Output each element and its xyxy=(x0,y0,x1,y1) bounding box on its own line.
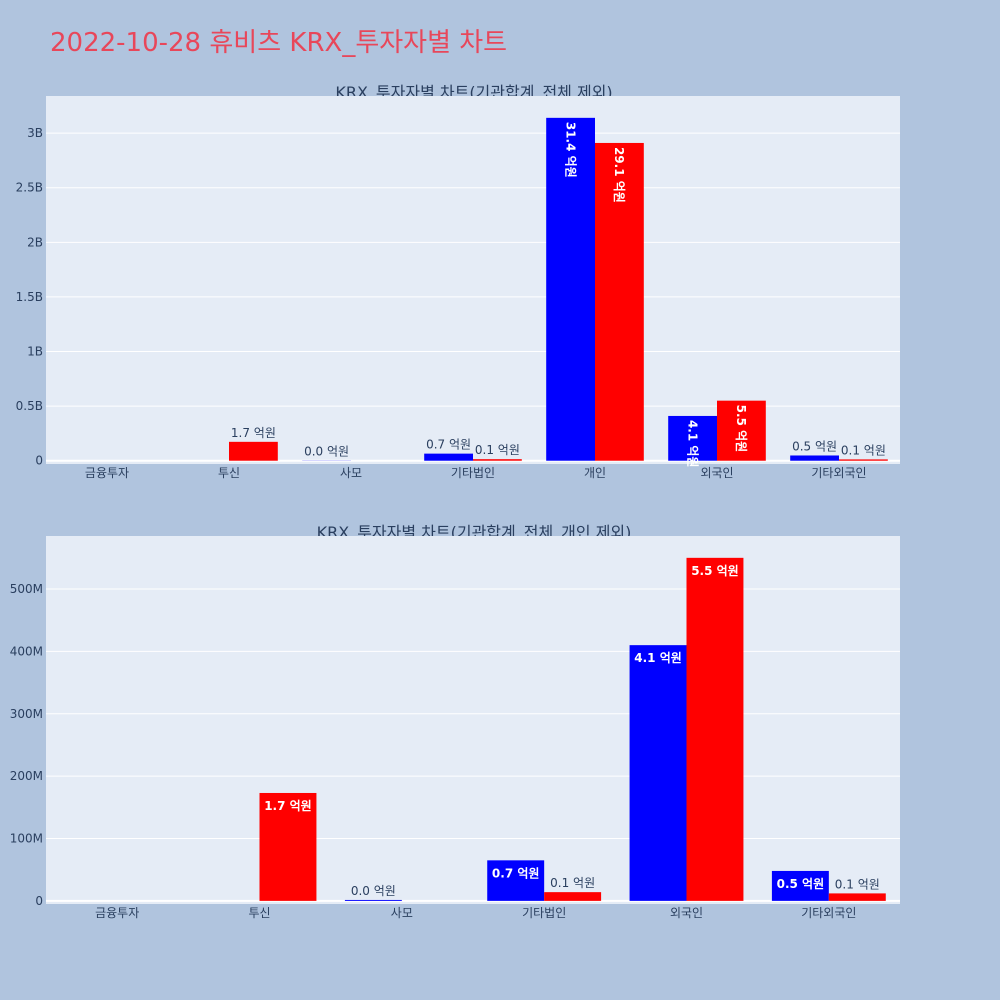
data-label: 4.1 억원 xyxy=(685,420,699,468)
data-label: 0.0 억원 xyxy=(351,884,396,898)
y-tick-label: 500M xyxy=(10,582,43,596)
x-tick-label: 외국인 xyxy=(670,906,703,920)
y-tick-label: 2B xyxy=(27,235,43,249)
bar xyxy=(259,792,317,901)
data-label: 0.5 억원 xyxy=(777,877,825,891)
bar xyxy=(229,441,278,461)
data-label: 0.0 억원 xyxy=(304,445,349,459)
page-title: 2022-10-28 휴비츠 KRX_투자자별 차트 xyxy=(50,28,508,58)
bar xyxy=(424,453,473,461)
bar xyxy=(839,459,888,461)
bar xyxy=(828,893,886,901)
bar xyxy=(629,645,687,901)
data-label: 0.1 억원 xyxy=(475,443,520,457)
data-label: 0.5 억원 xyxy=(792,439,837,453)
x-tick-label: 사모 xyxy=(391,906,413,920)
y-tick-label: 2.5B xyxy=(16,181,43,195)
plot-area xyxy=(46,96,900,464)
bar xyxy=(717,400,766,461)
bar xyxy=(595,142,644,461)
y-tick-label: 0 xyxy=(35,894,43,908)
data-label: 31.4 억원 xyxy=(563,122,577,178)
bar xyxy=(487,860,545,901)
y-tick-label: 3B xyxy=(27,126,43,140)
data-label: 0.7 억원 xyxy=(492,866,540,880)
y-tick-label: 100M xyxy=(10,832,43,846)
y-tick-label: 1B xyxy=(27,345,43,359)
data-label: 1.7 억원 xyxy=(264,799,312,813)
x-tick-label: 사모 xyxy=(340,466,362,480)
bar xyxy=(790,455,839,461)
y-tick-label: 0 xyxy=(35,454,43,468)
bar xyxy=(771,870,829,901)
bar xyxy=(344,899,402,901)
data-label: 5.5 억원 xyxy=(691,564,739,578)
x-tick-label: 외국인 xyxy=(700,466,733,480)
bar xyxy=(473,459,522,461)
x-tick-label: 투신 xyxy=(218,466,240,480)
data-label: 0.7 억원 xyxy=(426,438,471,452)
data-label: 29.1 억원 xyxy=(612,147,626,203)
y-tick-label: 400M xyxy=(10,644,43,658)
bar xyxy=(668,415,717,461)
data-label: 0.1 억원 xyxy=(835,877,880,891)
data-label: 5.5 억원 xyxy=(734,405,748,453)
plot-area xyxy=(46,536,900,904)
x-tick-label: 투신 xyxy=(248,906,270,920)
bar xyxy=(546,117,595,461)
data-label: 0.1 억원 xyxy=(841,443,886,457)
data-label: 4.1 억원 xyxy=(634,651,682,665)
bar xyxy=(544,892,602,901)
y-tick-label: 1.5B xyxy=(16,290,43,304)
x-tick-label: 금융투자 xyxy=(85,466,129,480)
bar xyxy=(686,557,744,901)
x-tick-label: 기타법인 xyxy=(451,466,495,480)
y-tick-label: 300M xyxy=(10,707,43,721)
data-label: 1.7 억원 xyxy=(231,426,276,440)
y-tick-label: 0.5B xyxy=(16,399,43,413)
x-tick-label: 개인 xyxy=(584,466,606,480)
x-tick-label: 기타외국인 xyxy=(811,466,866,480)
y-tick-label: 200M xyxy=(10,769,43,783)
x-tick-label: 기타외국인 xyxy=(801,906,856,920)
x-tick-label: 금융투자 xyxy=(95,906,139,920)
x-tick-label: 기타법인 xyxy=(522,906,566,920)
data-label: 0.1 억원 xyxy=(550,876,595,890)
